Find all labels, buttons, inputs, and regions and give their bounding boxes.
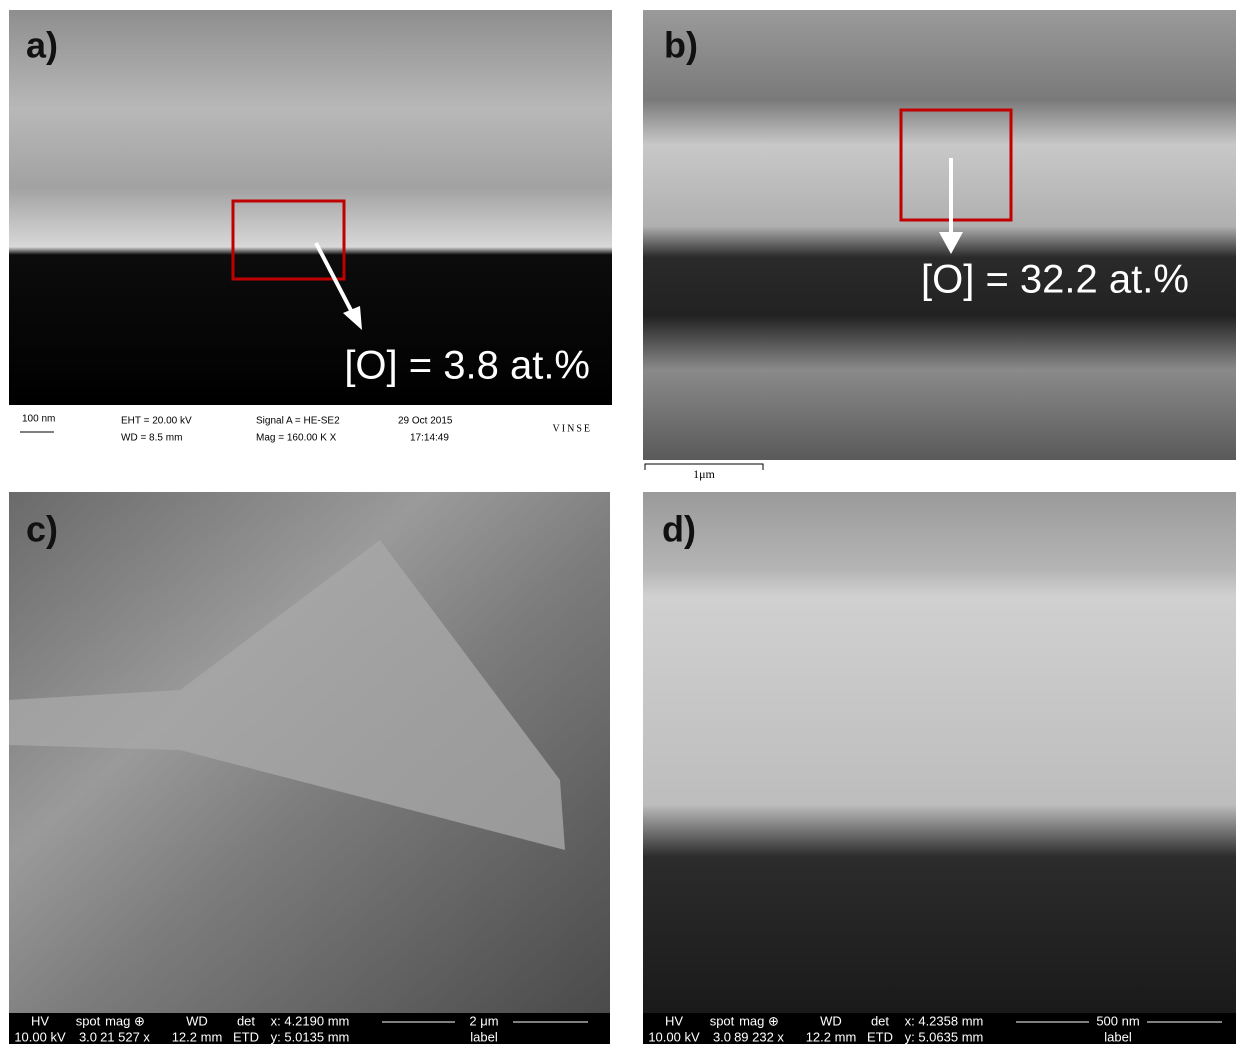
meta-text: spot bbox=[710, 1013, 735, 1028]
panel-label: a) bbox=[26, 25, 58, 66]
panel-label: b) bbox=[664, 25, 698, 66]
info-text: VINSE bbox=[553, 423, 592, 434]
meta-text: HV bbox=[665, 1013, 683, 1028]
page: a) [O] = 3.8 at.% 100 nm EHT = 20.00 kV WD… bbox=[0, 0, 1236, 1044]
meta-text: 10.00 kV bbox=[14, 1029, 66, 1044]
info-text: Signal A = HE-SE2 bbox=[256, 416, 340, 427]
meta-text: 2 μm bbox=[469, 1013, 498, 1028]
meta-text: 3.0 bbox=[79, 1029, 97, 1044]
meta-text: det bbox=[237, 1013, 255, 1028]
info-text: 29 Oct 2015 bbox=[398, 416, 453, 427]
meta-text: HV bbox=[31, 1013, 49, 1028]
annotation: [O] = 32.2 at.% bbox=[921, 258, 1189, 302]
info-text: Mag = 160.00 K X bbox=[256, 433, 337, 444]
meta-text: 12.2 mm bbox=[806, 1029, 857, 1044]
scale-label: 1μm bbox=[693, 467, 715, 481]
meta-text: 3.0 bbox=[713, 1029, 731, 1044]
meta-text: x: 4.2190 mm bbox=[271, 1013, 350, 1028]
meta-text: ETD bbox=[233, 1029, 259, 1044]
panel-label: c) bbox=[26, 509, 58, 550]
figure: a) [O] = 3.8 at.% 100 nm EHT = 20.00 kV WD… bbox=[0, 0, 1236, 1044]
annotation: [O] = 3.8 at.% bbox=[344, 344, 590, 388]
info-text: 17:14:49 bbox=[410, 433, 449, 444]
meta-text: 500 nm bbox=[1096, 1013, 1139, 1028]
panel-label: d) bbox=[662, 509, 696, 550]
meta-text: mag ⊕ bbox=[105, 1013, 145, 1028]
meta-text: y: 5.0135 mm bbox=[271, 1029, 350, 1044]
meta-text: 21 527 x bbox=[100, 1029, 150, 1044]
meta-text: spot bbox=[76, 1013, 101, 1028]
meta-text: ETD bbox=[867, 1029, 893, 1044]
meta-text: WD bbox=[820, 1013, 842, 1028]
meta-text: 89 232 x bbox=[734, 1029, 784, 1044]
meta-text: x: 4.2358 mm bbox=[905, 1013, 984, 1028]
meta-text: y: 5.0635 mm bbox=[905, 1029, 984, 1044]
meta-text: 10.00 kV bbox=[648, 1029, 700, 1044]
meta-text: det bbox=[871, 1013, 889, 1028]
meta-text: 12.2 mm bbox=[172, 1029, 223, 1044]
info-text: 100 nm bbox=[22, 414, 55, 425]
meta-text: label bbox=[470, 1029, 498, 1044]
sem-image bbox=[643, 10, 1236, 460]
meta-text: WD bbox=[186, 1013, 208, 1028]
sem-image bbox=[643, 492, 1236, 1013]
info-text: WD = 8.5 mm bbox=[121, 433, 182, 444]
meta-text: mag ⊕ bbox=[739, 1013, 779, 1028]
info-text: EHT = 20.00 kV bbox=[121, 416, 192, 427]
meta-text: label bbox=[1104, 1029, 1132, 1044]
